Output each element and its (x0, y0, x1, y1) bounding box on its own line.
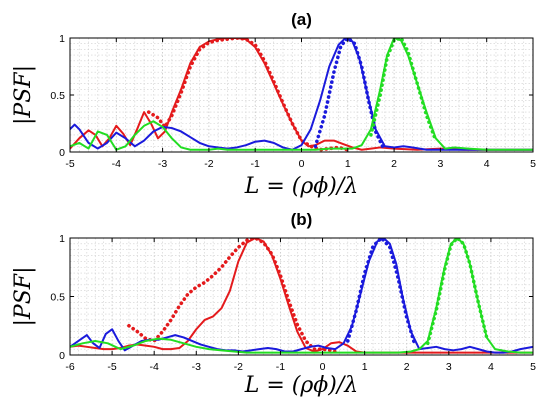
series-line-2-solid (70, 38, 533, 151)
series-line-3-dotted (313, 38, 385, 149)
y-tick-label: 1 (59, 233, 65, 245)
series-line-2-solid (70, 238, 533, 354)
series-line-4-solid (70, 238, 533, 354)
y-tick-label: 0 (59, 147, 65, 159)
x-tick-label: -1 (251, 158, 260, 170)
panel-a: -5 -4 -3 -2 -1 0 1 2 3 4 5 0 0.5 1 (a) L = (ρϕ)/λ |PSF| (11, 10, 536, 199)
y-tick-label: 0.5 (50, 292, 65, 304)
x-axis-label: L = (ρϕ)/λ (244, 373, 358, 398)
x-tick-label: -4 (150, 361, 159, 373)
series-line-1-dotted (127, 238, 342, 355)
y-tick-label: 0.5 (50, 90, 65, 102)
x-tick-label: -2 (234, 361, 243, 373)
x-tick-label: 2 (404, 361, 410, 373)
x-tick-label: -5 (107, 361, 116, 373)
x-tick-label: 2 (391, 158, 397, 170)
series-line-3-dotted (345, 238, 417, 348)
series-group (70, 38, 533, 152)
x-tick-label: -2 (204, 158, 213, 170)
chart-title: (a) (291, 10, 312, 29)
y-axis-label: |PSF| (11, 65, 36, 125)
panel-b: -6 -5 -4 -3 -2 -1 0 1 2 3 4 5 0 0.5 1 (b) L = (ρϕ)/λ |PSF… (11, 210, 536, 398)
x-tick-label: 4 (484, 158, 490, 170)
x-tick-label: 4 (488, 361, 494, 373)
series-line-5-dotted (425, 238, 489, 346)
x-tick-label: 5 (530, 361, 536, 373)
x-tick-label: -1 (276, 361, 285, 373)
series-group (70, 238, 533, 355)
x-tick-label: -3 (192, 361, 201, 373)
x-tick-label: 5 (530, 158, 536, 170)
y-tick-label: 0 (59, 350, 65, 362)
grid (69, 37, 534, 153)
x-tick-label: 1 (345, 158, 351, 170)
x-tick-label: -6 (65, 361, 74, 373)
x-tick-label: -3 (158, 158, 167, 170)
x-tick-label: 3 (446, 361, 452, 373)
x-tick-label: 1 (362, 361, 368, 373)
x-tick-label: 3 (437, 158, 443, 170)
x-tick-label: 0 (299, 158, 305, 170)
y-axis-label: |PSF| (11, 267, 36, 327)
x-tick-label: -4 (112, 158, 121, 170)
grid (69, 237, 534, 356)
series-line-1-dotted (146, 38, 350, 152)
x-tick-label: 0 (320, 361, 326, 373)
x-axis-label: L = (ρϕ)/λ (244, 174, 358, 199)
x-tick-label: -5 (65, 158, 74, 170)
y-tick-label: 1 (59, 33, 65, 45)
series-line-0-solid (70, 238, 533, 354)
chart-title: (b) (291, 210, 313, 229)
